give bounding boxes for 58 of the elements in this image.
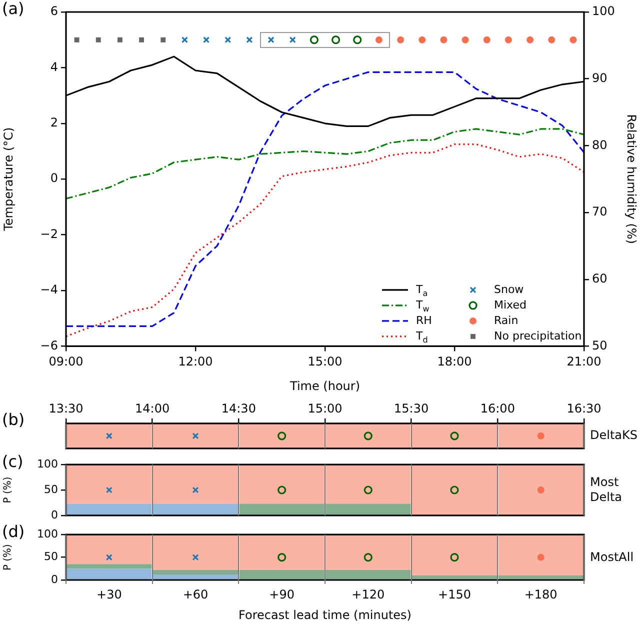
y2-tick-label: 60 xyxy=(592,271,608,286)
chart-title: (b) xyxy=(2,410,25,430)
legend-label: Mixed xyxy=(494,298,526,312)
chart-title: (d) xyxy=(2,522,25,541)
x-tick-label: 18:00 xyxy=(437,354,472,369)
x-tick-label: 12:00 xyxy=(178,354,213,369)
chart-title: (c) xyxy=(2,452,24,471)
y2-tick-label: 100 xyxy=(592,4,615,18)
x2-tick-label: 16:30 xyxy=(566,401,602,416)
x-tick-label: +90 xyxy=(269,587,294,602)
y-tick-label: 50 xyxy=(44,482,58,496)
y2-tick-label: 50 xyxy=(592,338,608,352)
y2-axis-title: Relative humidity (%) xyxy=(624,114,639,244)
x-tick-label: 09:00 xyxy=(48,354,84,369)
y-tick-label: 0 xyxy=(51,508,58,522)
y-tick-label: 6 xyxy=(50,4,58,18)
line-series xyxy=(66,128,584,200)
x2-tick-label: 14:00 xyxy=(135,401,170,416)
legend-label: No precipitation xyxy=(494,329,582,342)
x-tick-label: 15:00 xyxy=(308,354,342,369)
x-tick-label: +150 xyxy=(438,587,471,602)
y2-axis-title: DeltaKS xyxy=(590,428,638,444)
y-tick-label: −6 xyxy=(40,338,58,352)
x2-tick-label: 15:30 xyxy=(394,401,429,416)
x-tick-label: +180 xyxy=(524,587,558,602)
y-tick-label: −4 xyxy=(40,282,58,297)
legend-label: Rain xyxy=(494,314,518,327)
y-tick-label: −2 xyxy=(40,226,58,241)
y-axis-title: Temperature (°C) xyxy=(1,127,16,232)
y2-tick-label: 80 xyxy=(592,138,608,152)
y2-tick-label: 90 xyxy=(592,70,608,85)
y-tick-label: 4 xyxy=(50,60,58,74)
legend-label: Snow xyxy=(494,282,524,296)
x2-tick-label: 16:00 xyxy=(480,401,515,416)
y-tick-label: 100 xyxy=(37,457,58,470)
chart-title: (a) xyxy=(2,0,24,18)
line-series xyxy=(66,71,584,327)
y-axis-title: P (%) xyxy=(2,544,14,571)
x2-tick-label: 15:00 xyxy=(308,401,342,416)
y2-axis-title: MostAll xyxy=(590,550,635,565)
x2-tick-label: 13:30 xyxy=(48,401,84,416)
y-axis-title: P (%) xyxy=(2,476,14,504)
y-tick-label: 0 xyxy=(51,572,58,586)
y-tick-label: 100 xyxy=(37,527,58,540)
x-axis-title: Forecast lead time (minutes) xyxy=(238,608,412,622)
x2-tick-label: 14:30 xyxy=(221,401,256,416)
x-tick-label: +120 xyxy=(352,587,385,602)
x-tick-label: 21:00 xyxy=(566,354,602,369)
x-axis-title: Time (hour) xyxy=(288,378,360,393)
bar xyxy=(66,564,152,569)
legend-label: RH xyxy=(416,314,432,327)
y-tick-label: 0 xyxy=(50,171,58,186)
y2-axis-title: Most Delta xyxy=(590,475,624,505)
x-tick-label: +30 xyxy=(96,587,122,602)
y2-tick-label: 70 xyxy=(592,204,608,219)
y-tick-label: 2 xyxy=(50,116,58,130)
x-tick-label: +60 xyxy=(182,587,208,602)
y-tick-label: 50 xyxy=(44,550,58,564)
